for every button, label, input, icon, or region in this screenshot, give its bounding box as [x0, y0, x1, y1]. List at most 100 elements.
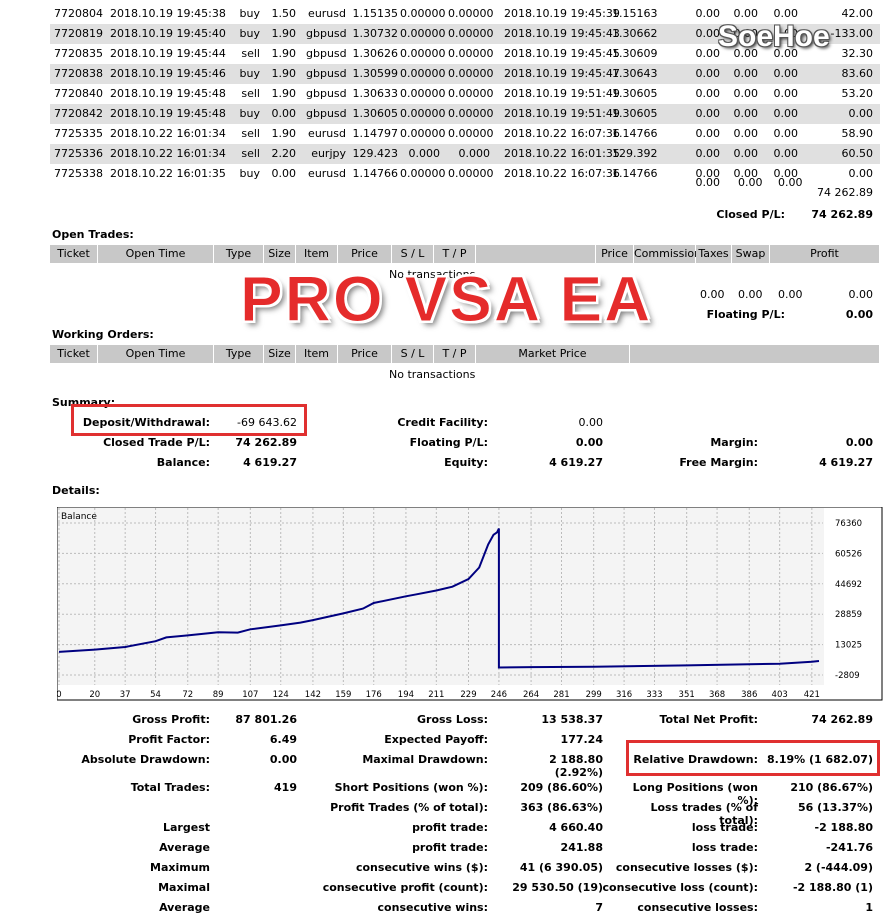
table-cell: 1.30609	[612, 47, 658, 60]
relative-drawdown-highlight-box	[626, 740, 880, 776]
table-cell: gbpusd	[306, 47, 347, 60]
profit-factor-value: 6.49	[269, 733, 297, 746]
relative-drawdown-value: 8.19% (1 682.07)	[767, 753, 873, 766]
open-total-commission: 0.00	[700, 288, 725, 301]
profit-trades-value: 363 (86.63%)	[520, 801, 603, 814]
table-cell: 2018.10.19 19:51:49	[504, 87, 620, 100]
closed-total-commission: 0.00	[695, 176, 721, 189]
table-cell: 1.30605	[352, 107, 399, 120]
table-cell: 0.00000	[448, 167, 494, 180]
total-trades-label: Total Trades:	[130, 781, 210, 794]
x-tick-label: 281	[553, 690, 569, 700]
short-positions-value: 209 (86.60%)	[520, 781, 603, 794]
table-cell: 0.00	[773, 127, 799, 140]
maximal-profit-label: consecutive profit (count):	[322, 881, 488, 894]
x-tick-label: 89	[213, 690, 224, 700]
table-cell: -133.00	[830, 27, 873, 40]
x-tick-label: 421	[804, 690, 820, 700]
x-tick-label: 20	[89, 690, 100, 700]
table-cell: 0.00	[773, 27, 799, 40]
avg-cons-wins-value: 7	[595, 901, 603, 914]
table-cell: 42.00	[841, 7, 874, 20]
long-positions-label: Long Positions (won %):	[632, 781, 758, 807]
table-cell: 0.00	[695, 67, 721, 80]
table-cell: 2018.10.19 19:51:49	[504, 107, 620, 120]
open-trades-title: Open Trades:	[52, 228, 134, 241]
x-tick-label: 299	[586, 690, 602, 700]
table-cell: gbpusd	[306, 67, 347, 80]
table-cell: 2018.10.22 16:01:34	[110, 127, 226, 140]
average-profit-label: profit trade:	[412, 841, 488, 854]
table-cell: 0.00000	[400, 167, 446, 180]
balance-series-line	[58, 528, 820, 669]
table-cell: 2018.10.22 16:01:35	[504, 147, 620, 160]
table-cell: 0.00000	[448, 7, 494, 20]
column-header: Type	[214, 245, 263, 263]
table-cell: 2018.10.19 19:45:44	[110, 47, 226, 60]
table-cell: 0.00	[733, 27, 759, 40]
table-cell: 0.00	[733, 7, 759, 20]
table-cell: buy	[239, 67, 260, 80]
table-cell: gbpusd	[306, 107, 347, 120]
x-tick-label: 264	[523, 690, 539, 700]
table-cell: 1.30643	[612, 67, 658, 80]
table-cell: 0.00	[695, 27, 721, 40]
deposit-highlight-box	[71, 404, 307, 436]
maximal-profit-value: 29 530.50 (19)	[512, 881, 603, 894]
table-cell: 0.00000	[448, 47, 494, 60]
max-cons-losses-label: consecutive losses ($):	[615, 861, 758, 874]
column-header: S / L	[392, 345, 433, 363]
profit-trades-label: Profit Trades (% of total):	[330, 801, 488, 814]
table-cell: 1.90	[271, 47, 297, 60]
table-cell: 2018.10.19 19:45:47	[504, 67, 620, 80]
maximal-drawdown-label: Maximal Drawdown:	[362, 753, 488, 766]
table-cell: 1.30633	[352, 87, 399, 100]
table-cell: 2018.10.19 19:45:46	[110, 67, 226, 80]
x-tick-label: 72	[182, 690, 193, 700]
table-cell: 1.90	[271, 127, 297, 140]
table-cell: 0.00000	[400, 7, 446, 20]
column-header: Item	[296, 345, 337, 363]
table-cell: 1.14766	[612, 167, 658, 180]
balance-chart: 76360 60526 44692 28859 13025 -2809 0 20 37 54 72 8…	[57, 507, 883, 701]
max-cons-wins-value: 41 (6 390.05)	[519, 861, 603, 874]
table-cell: 0.00	[271, 107, 297, 120]
x-tick-label: 142	[305, 690, 321, 700]
table-cell: eurjpy	[311, 147, 346, 160]
column-header: Ticket	[50, 245, 97, 263]
largest-loss-value: -2 188.80	[814, 821, 874, 834]
gross-profit-label: Gross Profit:	[132, 713, 210, 726]
gross-loss-label: Gross Loss:	[417, 713, 488, 726]
avg-cons-losses-value: 1	[865, 901, 873, 914]
column-header: Item	[296, 245, 337, 263]
total-net-profit-value: 74 262.89	[811, 713, 873, 726]
gross-loss-value: 13 538.37	[541, 713, 603, 726]
table-cell: 0.00000	[400, 67, 446, 80]
table-cell: 0.00000	[448, 127, 494, 140]
table-cell: 0.00	[695, 107, 721, 120]
table-cell: 0.00000	[400, 47, 446, 60]
chart-title: Balance	[61, 512, 97, 522]
table-cell: 0.00	[695, 87, 721, 100]
table-cell: 0.000	[458, 147, 491, 160]
column-header: T / P	[434, 345, 475, 363]
table-cell: 0.00	[695, 47, 721, 60]
table-cell: 0.00000	[400, 87, 446, 100]
closed-trade-pl-value: 74 262.89	[235, 436, 297, 449]
average-profit-value: 241.88	[560, 841, 603, 854]
x-tick-label: 107	[242, 690, 258, 700]
total-net-profit-label: Total Net Profit:	[659, 713, 759, 726]
profit-factor-label: Profit Factor:	[128, 733, 210, 746]
column-header: Price	[596, 245, 633, 263]
working-orders-title: Working Orders:	[52, 328, 154, 341]
average-label: Average	[159, 841, 210, 854]
average-loss-label: loss trade:	[691, 841, 758, 854]
open-total-taxes: 0.00	[738, 288, 763, 301]
max-cons-losses-value: 2 (-444.09)	[804, 861, 873, 874]
column-header: Price	[338, 345, 391, 363]
table-cell: 2018.10.19 19:45:45	[504, 47, 620, 60]
x-tick-label: 211	[428, 690, 444, 700]
table-cell: 7725338	[54, 167, 103, 180]
credit-value: 0.00	[578, 416, 604, 429]
x-tick-label: 124	[273, 690, 289, 700]
